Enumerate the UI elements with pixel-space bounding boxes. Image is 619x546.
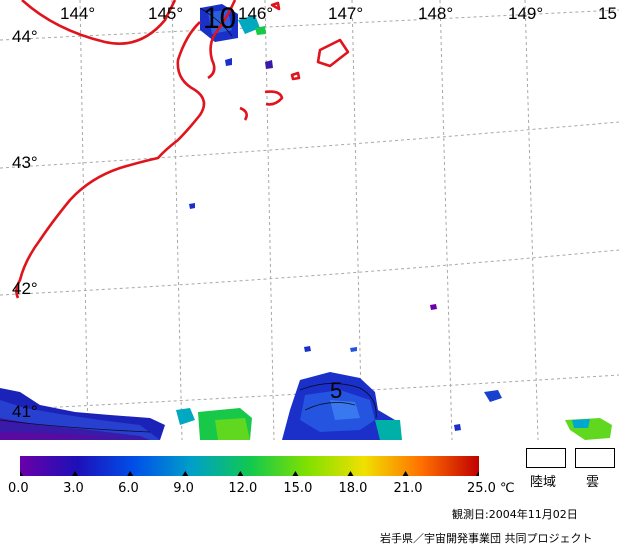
credit: 岩手県／宇宙開発事業団 共同プロジェクト [380,532,593,545]
colorbar-tick [20,471,23,476]
legend-unit: ℃ [500,481,515,496]
longitude-label: 144° [60,4,96,23]
contour-label-small: 5 [330,378,343,403]
colorbar-tick [237,471,244,476]
colorbar-tick-label: 3.0 [63,481,84,496]
observation-date: 観測日:2004年11月02日 [452,508,578,521]
colorbar-tick-label: 0.0 [8,481,29,496]
isotherms [0,7,377,433]
colorbar-tick-label: 21.0 [393,481,423,496]
colorbar-tick-label: 15.0 [283,481,313,496]
colorbar-tick [182,471,189,476]
colorbar-tick [347,471,354,476]
latitude-label: 44° [12,27,38,46]
latitude-label: 42° [12,279,38,298]
latitude-label: 41° [12,402,38,421]
latitude-label: 43° [12,153,38,172]
sst-data [0,4,612,440]
colorbar-tick-label: 6.0 [118,481,139,496]
colorbar-tick [127,471,134,476]
contour-label: 10 [203,2,237,35]
colorbar-tick-label: 12.0 [228,481,258,496]
longitude-label: 147° [328,4,364,23]
colorbar-tick-label: 25.0 [467,481,496,496]
land-box [526,448,566,468]
longitude-label: 148° [418,4,454,23]
land-label: 陸域 [530,475,557,490]
colorbar-tick [402,471,409,476]
coastline [15,0,350,299]
temperature-colorbar [20,456,479,476]
cloud-box [575,448,615,468]
longitude-label: 149° [508,4,544,23]
colorbar-tick-label: 9.0 [173,481,194,496]
longitude-label: 145° [148,4,184,23]
longitude-label: 15 [598,4,617,23]
graticule [0,0,619,441]
longitude-label: 146° [238,4,274,23]
colorbar-tick [292,471,299,476]
colorbar-tick [476,471,479,476]
colorbar-tick [72,471,79,476]
colorbar-tick-label: 18.0 [338,481,368,496]
cloud-label: 雲 [586,475,600,490]
